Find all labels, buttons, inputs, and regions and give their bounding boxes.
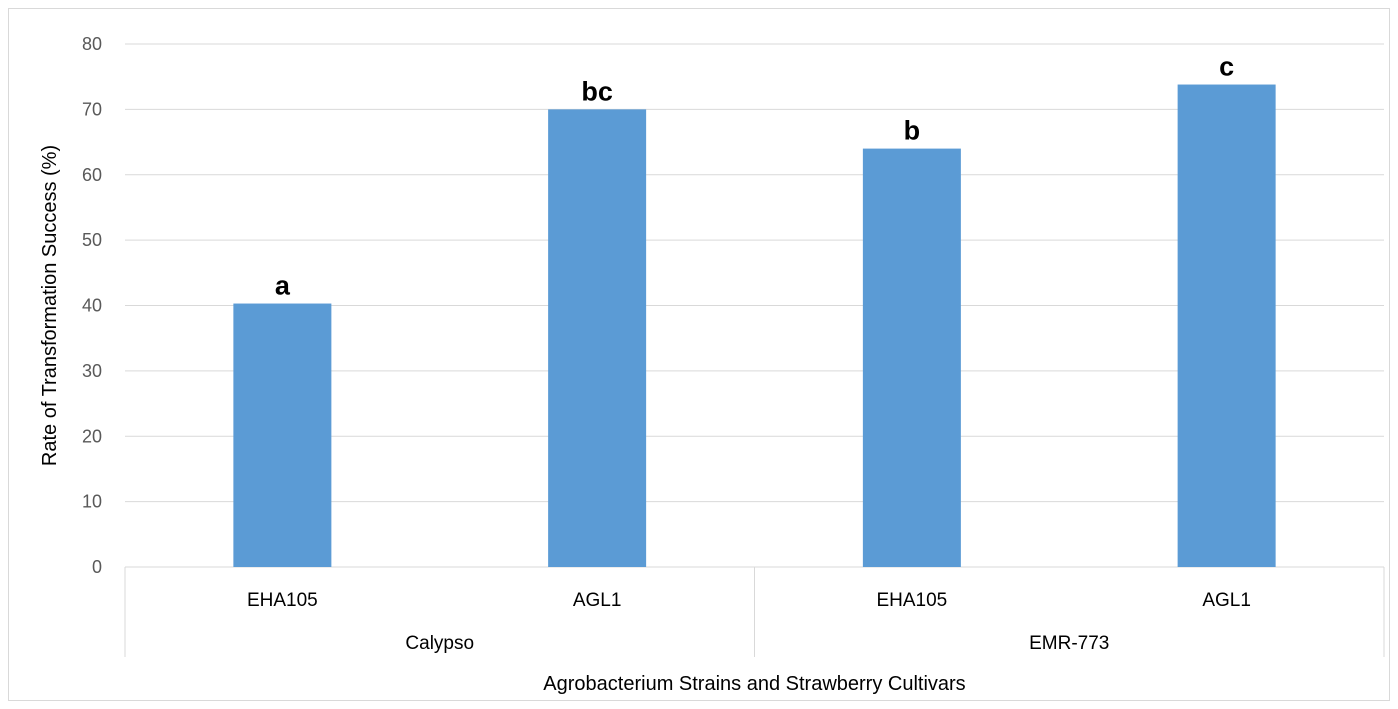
- x-group-label: Calypso: [405, 633, 474, 654]
- x-group-label: EMR-773: [1029, 633, 1109, 654]
- data-label: a: [275, 271, 291, 301]
- bar: [1177, 84, 1276, 567]
- data-label: bc: [581, 76, 613, 106]
- data-label: b: [904, 116, 921, 146]
- y-tick-label: 60: [82, 165, 102, 185]
- x-axis: EHA105 AGL1 EHA105 AGL1 Calypso EMR-773: [124, 567, 1385, 657]
- y-tick-label: 50: [82, 230, 102, 250]
- y-tick-label: 80: [82, 34, 102, 54]
- x-category-label: EHA105: [876, 590, 947, 611]
- bar: [548, 109, 647, 567]
- y-axis-title: Rate of Transformation Success (%): [39, 145, 61, 466]
- x-category-label: AGL1: [1202, 590, 1251, 611]
- y-tick-label: 40: [82, 296, 102, 316]
- bar: [862, 148, 961, 567]
- y-tick-label: 30: [82, 361, 102, 381]
- y-tick-label: 70: [82, 99, 102, 119]
- bars: [233, 84, 1276, 567]
- bar: [233, 303, 332, 567]
- x-axis-title: Agrobacterium Strains and Strawberry Cul…: [543, 673, 965, 695]
- y-tick-label: 20: [82, 426, 102, 446]
- grid-lines: [125, 43, 1384, 568]
- x-category-label: AGL1: [573, 590, 622, 611]
- y-tick-label: 10: [82, 492, 102, 512]
- x-category-label: EHA105: [247, 590, 318, 611]
- y-axis-tick-labels: 0 10 20 30 40 50 60 70 80: [82, 34, 102, 577]
- chart-frame: 0 10 20 30 40 50 60 70 80 a bc b c EHA105 AGL1 EHA105…: [8, 8, 1390, 701]
- y-tick-label: 0: [92, 557, 102, 577]
- data-label: c: [1219, 52, 1234, 82]
